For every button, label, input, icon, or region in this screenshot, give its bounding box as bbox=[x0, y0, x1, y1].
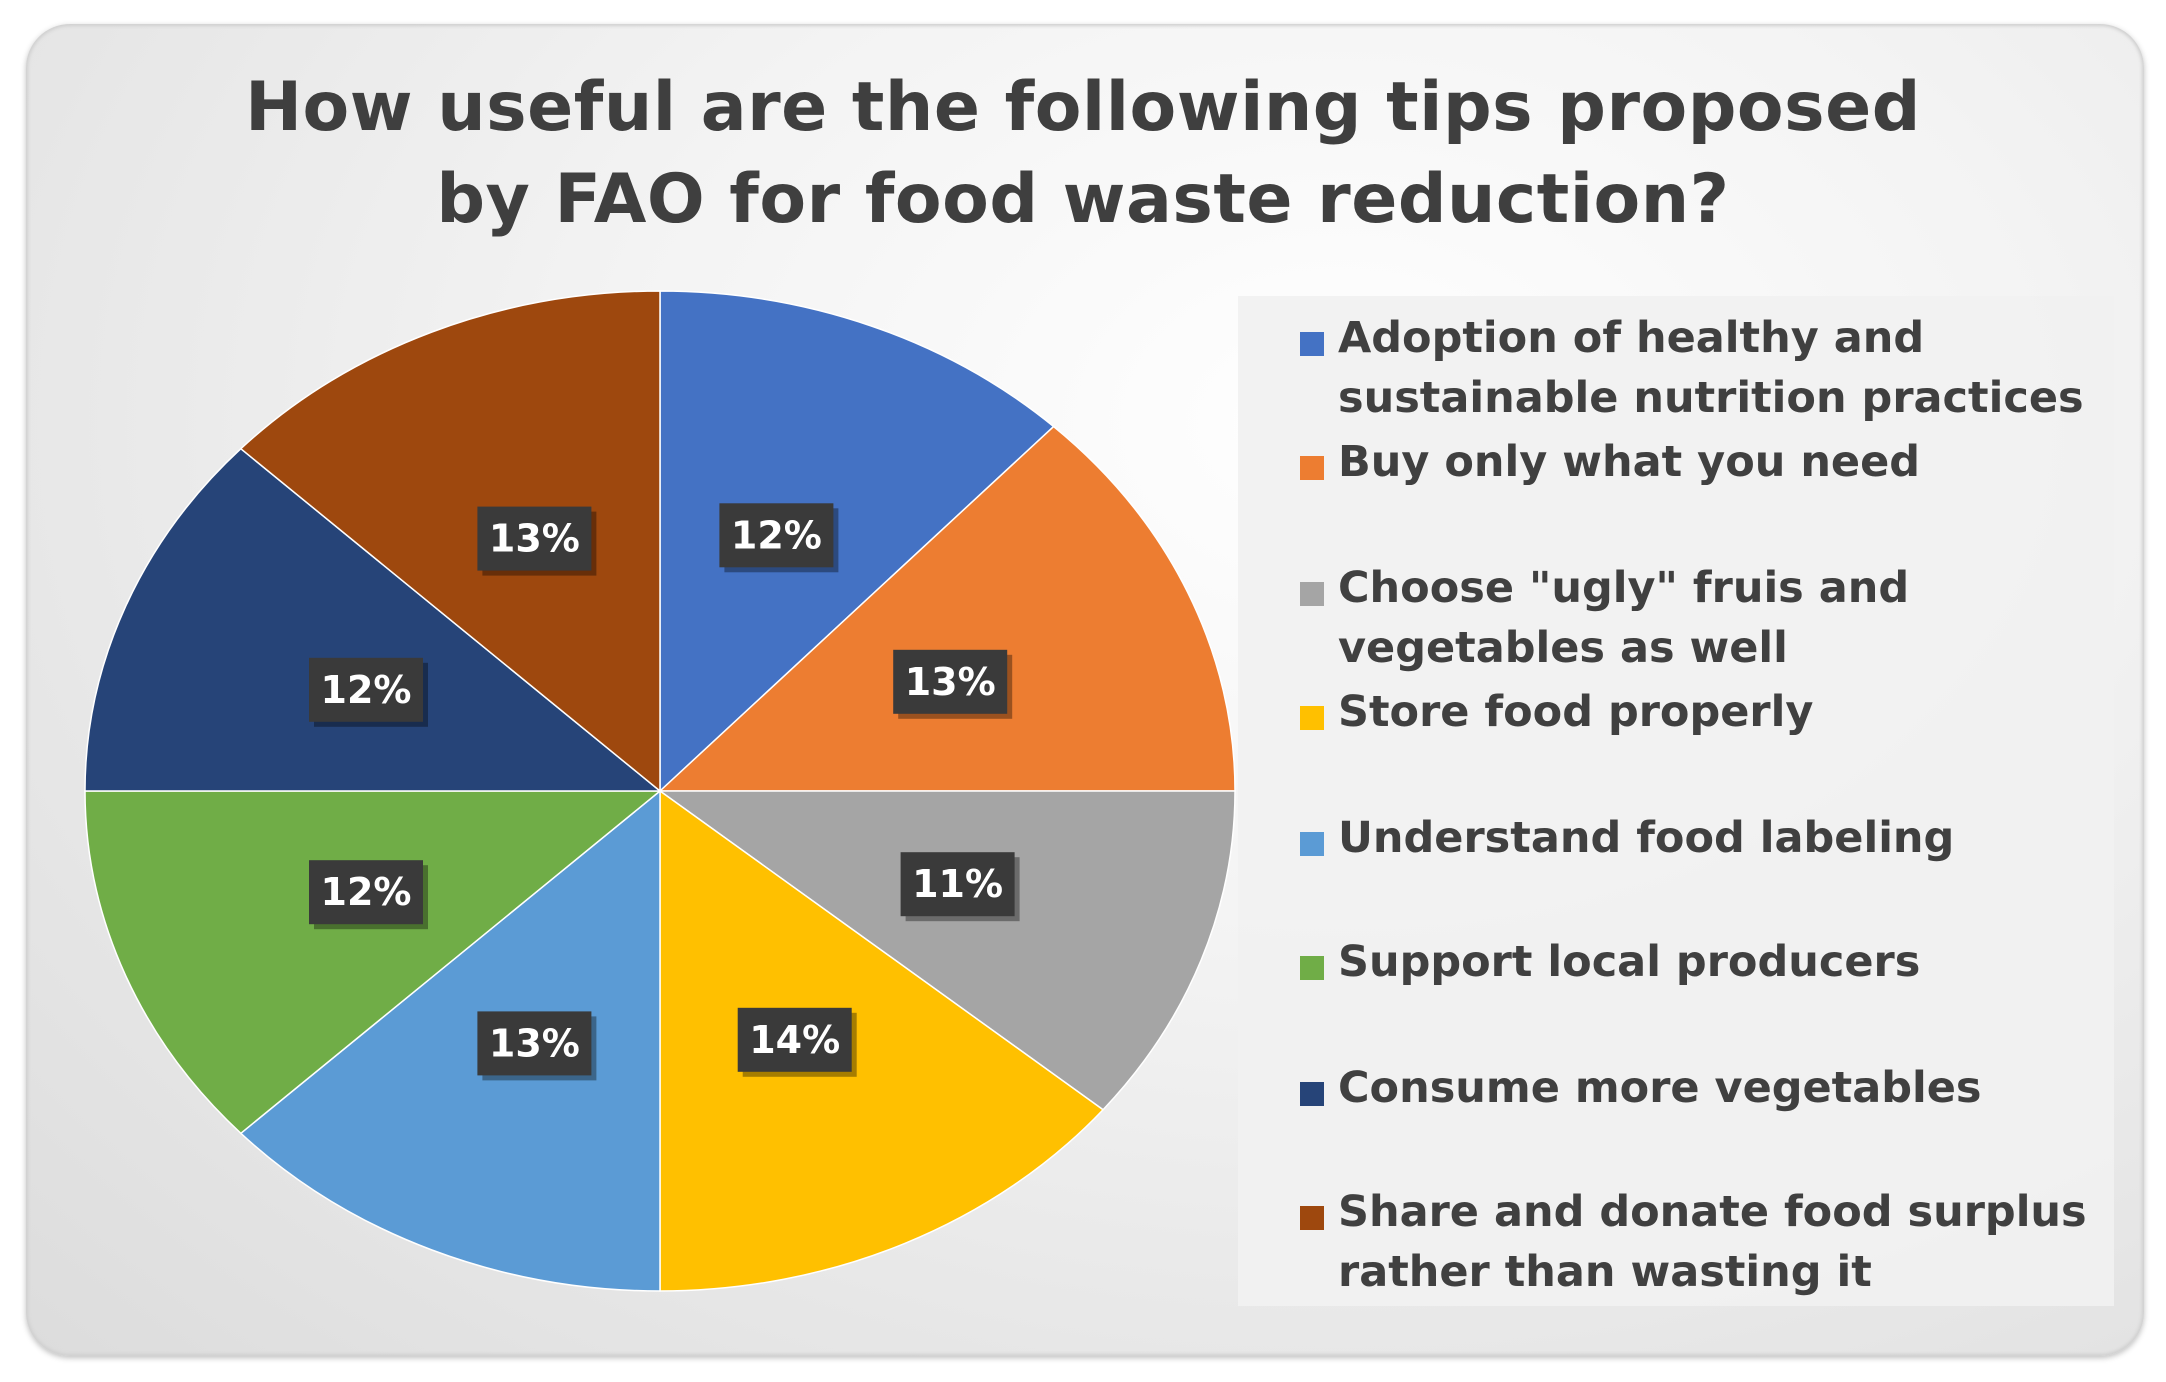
data-label-text: 13% bbox=[489, 517, 580, 561]
legend-label-line-1: Understand food labeling bbox=[1338, 813, 1955, 863]
data-label-8: 13% bbox=[477, 506, 597, 576]
data-label-3: 11% bbox=[900, 852, 1020, 922]
data-label-box bbox=[309, 657, 423, 722]
data-label-text: 12% bbox=[321, 668, 412, 712]
legend: Adoption of healthy and sustainable nutri… bbox=[1238, 296, 2114, 1306]
data-label-text: 12% bbox=[731, 513, 822, 557]
legend-swatch bbox=[1300, 582, 1324, 606]
data-label-box bbox=[477, 506, 592, 571]
data-label-6: 12% bbox=[309, 860, 428, 930]
legend-label: Consume more vegetables bbox=[1338, 1058, 2108, 1118]
data-label-text: 14% bbox=[749, 1018, 840, 1062]
data-label-text: 13% bbox=[905, 660, 996, 704]
pie-slice-3 bbox=[657, 790, 1236, 1111]
chart-title-line-1: How useful are the following tips propos… bbox=[245, 68, 1921, 147]
data-label-box bbox=[737, 1007, 852, 1072]
data-label-box bbox=[719, 503, 834, 568]
data-label-1: 12% bbox=[719, 503, 839, 573]
pie-slice-6 bbox=[84, 790, 663, 1135]
data-label-5: 13% bbox=[477, 1011, 597, 1081]
legend-swatch bbox=[1300, 332, 1324, 356]
legend-label: Buy only what you need bbox=[1338, 432, 2108, 492]
pie-slice-4 bbox=[659, 789, 1105, 1292]
legend-swatch bbox=[1300, 456, 1324, 480]
legend-swatch bbox=[1300, 1082, 1324, 1106]
legend-label-line-1: Choose "ugly" fruis and bbox=[1338, 563, 1910, 613]
data-label-text: 13% bbox=[489, 1021, 580, 1065]
pie-slice-1 bbox=[659, 290, 1055, 793]
legend-swatch bbox=[1300, 1206, 1324, 1230]
data-label-box bbox=[893, 649, 1008, 714]
data-label-box bbox=[309, 860, 423, 925]
legend-label: Support local producers bbox=[1338, 932, 2108, 992]
legend-label-line-1: Support local producers bbox=[1338, 937, 1921, 987]
pie-slice-5 bbox=[239, 789, 661, 1292]
legend-label-line-1: Share and donate food surplus bbox=[1338, 1187, 2087, 1237]
legend-swatch bbox=[1300, 956, 1324, 980]
chart-title-line-2: by FAO for food waste reduction? bbox=[436, 160, 1730, 239]
legend-swatch bbox=[1300, 832, 1324, 856]
data-label-box bbox=[477, 1011, 592, 1076]
data-label-text: 11% bbox=[912, 862, 1003, 906]
legend-label: Choose "ugly" fruis and vegetables as wel… bbox=[1338, 558, 2108, 678]
legend-label-line-2: vegetables as well bbox=[1338, 623, 1788, 673]
legend-label-line-1: Store food properly bbox=[1338, 687, 1814, 737]
data-label-2: 13% bbox=[893, 649, 1013, 719]
legend-label: Share and donate food surplus rather than… bbox=[1338, 1182, 2108, 1302]
chart-title: How useful are the following tips propos… bbox=[0, 62, 2166, 246]
legend-label-line-1: Buy only what you need bbox=[1338, 437, 1921, 487]
legend-swatch bbox=[1300, 706, 1324, 730]
data-label-box bbox=[900, 852, 1015, 917]
data-label-text: 12% bbox=[321, 870, 412, 914]
legend-label-line-1: Adoption of healthy and bbox=[1338, 313, 1925, 363]
legend-label-line-1: Consume more vegetables bbox=[1338, 1063, 1982, 1113]
pie-slice-8 bbox=[239, 290, 661, 793]
pie-slice-7 bbox=[84, 447, 663, 792]
legend-label: Understand food labeling bbox=[1338, 808, 2108, 868]
legend-label-line-2: rather than wasting it bbox=[1338, 1247, 1872, 1297]
data-label-7: 12% bbox=[309, 657, 428, 727]
pie-slice-2 bbox=[658, 425, 1236, 792]
legend-label: Adoption of healthy and sustainable nutri… bbox=[1338, 308, 2108, 428]
legend-label: Store food properly bbox=[1338, 682, 2108, 742]
data-label-4: 14% bbox=[737, 1007, 857, 1077]
legend-label-line-2: sustainable nutrition practices bbox=[1338, 373, 2084, 423]
